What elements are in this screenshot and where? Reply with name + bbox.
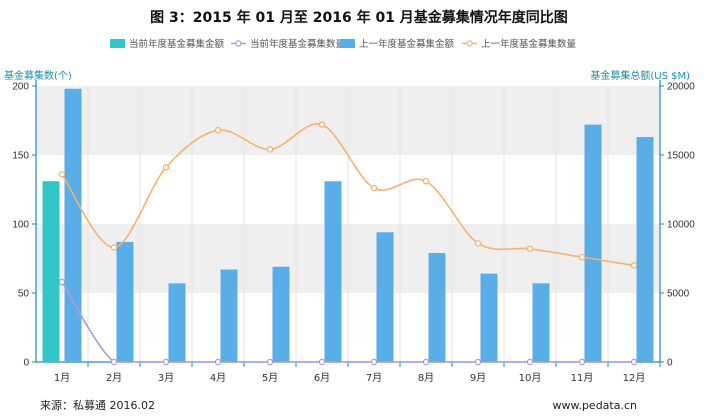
line-point — [422, 177, 430, 185]
line-point — [266, 358, 274, 366]
line-point — [578, 253, 586, 261]
line-point — [526, 358, 534, 366]
x-axis-tick-label: 5月 — [262, 372, 278, 384]
line-point — [318, 358, 326, 366]
bar — [532, 283, 550, 362]
line-point — [162, 358, 170, 366]
legend-label: 上一年度基金募集数量 — [481, 38, 577, 50]
bar — [64, 88, 82, 362]
line-point — [630, 262, 638, 269]
website-text: www.pedata.cn — [552, 399, 637, 412]
bar — [636, 137, 654, 362]
x-axis-tick-label: 3月 — [158, 372, 174, 384]
left-axis-tick-label: 150 — [12, 151, 29, 162]
line-point — [474, 240, 482, 247]
legend-label: 当前年度基金募集数量 — [250, 38, 346, 50]
x-axis-tick-label: 1月 — [54, 372, 70, 384]
legend: 当前年度基金募集金额 当前年度基金募集数量 上一年度基金募集金额 上一年度基金募集数量 — [110, 38, 577, 50]
bar — [324, 181, 342, 362]
line-point — [370, 358, 378, 366]
x-axis-tick-label: 8月 — [418, 372, 434, 384]
bar — [272, 266, 290, 362]
x-axis-tick-label: 2月 — [106, 372, 122, 384]
left-axis-tick-label: 50 — [18, 289, 30, 300]
line-point — [266, 146, 274, 153]
line-point — [162, 164, 170, 171]
x-axis-tick-label: 9月 — [470, 372, 486, 384]
line-point — [58, 171, 66, 178]
source-note: 来源：私募通 2016.02 — [40, 398, 155, 412]
line-point — [110, 244, 118, 251]
left-axis-tick-label: 0 — [23, 358, 29, 369]
legend-label: 当前年度基金募集金额 — [129, 38, 225, 50]
line-point — [214, 358, 222, 366]
line-point — [214, 126, 222, 134]
x-axis-tick-label: 4月 — [210, 372, 226, 384]
bar — [428, 252, 446, 362]
legend-label: 上一年度基金募集金额 — [359, 38, 455, 50]
line-point — [630, 358, 638, 366]
bar — [42, 181, 60, 362]
bar — [480, 273, 498, 362]
plot-area: 0 50 100 150 200 0 5000 10000 15000 20000 1月 2月 3月 4月… — [12, 80, 695, 384]
bar — [584, 124, 602, 362]
x-axis-tick-label: 7月 — [366, 372, 382, 384]
line-point — [318, 121, 326, 128]
legend-swatch-marker — [466, 40, 473, 47]
right-axis-tick-label: 10000 — [667, 220, 695, 231]
x-axis-tick-label: 11月 — [571, 372, 594, 384]
legend-swatch-bar — [110, 39, 125, 48]
left-axis-tick-label: 100 — [12, 220, 29, 231]
bar — [116, 241, 134, 362]
right-axis-tick-label: 0 — [667, 358, 673, 369]
left-axis-title: 基金募集数(个) — [4, 69, 72, 82]
right-axis-title: 基金募集总额(US $M) — [590, 69, 690, 82]
right-axis-tick-label: 15000 — [667, 151, 695, 162]
x-axis-tick-label: 6月 — [314, 372, 330, 384]
legend-swatch-marker — [235, 40, 242, 47]
line-point — [474, 358, 482, 366]
legend-swatch-bar — [340, 39, 355, 48]
right-axis-tick-label: 5000 — [667, 289, 690, 300]
right-axis-tick-label: 20000 — [667, 82, 695, 93]
left-axis-tick-label: 200 — [12, 82, 29, 93]
bar — [376, 232, 394, 362]
x-axis-tick-label: 12月 — [623, 372, 646, 384]
line-point — [578, 358, 586, 366]
bar — [220, 269, 238, 362]
line-point — [370, 184, 378, 192]
line-point — [422, 358, 430, 366]
line-point — [58, 278, 66, 286]
line-point — [526, 245, 534, 253]
chart-title: 图 3：2015 年 01 月至 2016 年 01 月基金募集情况年度同比图 — [150, 9, 568, 26]
line-point — [110, 358, 118, 366]
x-axis-tick-label: 10月 — [519, 372, 542, 384]
bar — [168, 283, 186, 362]
